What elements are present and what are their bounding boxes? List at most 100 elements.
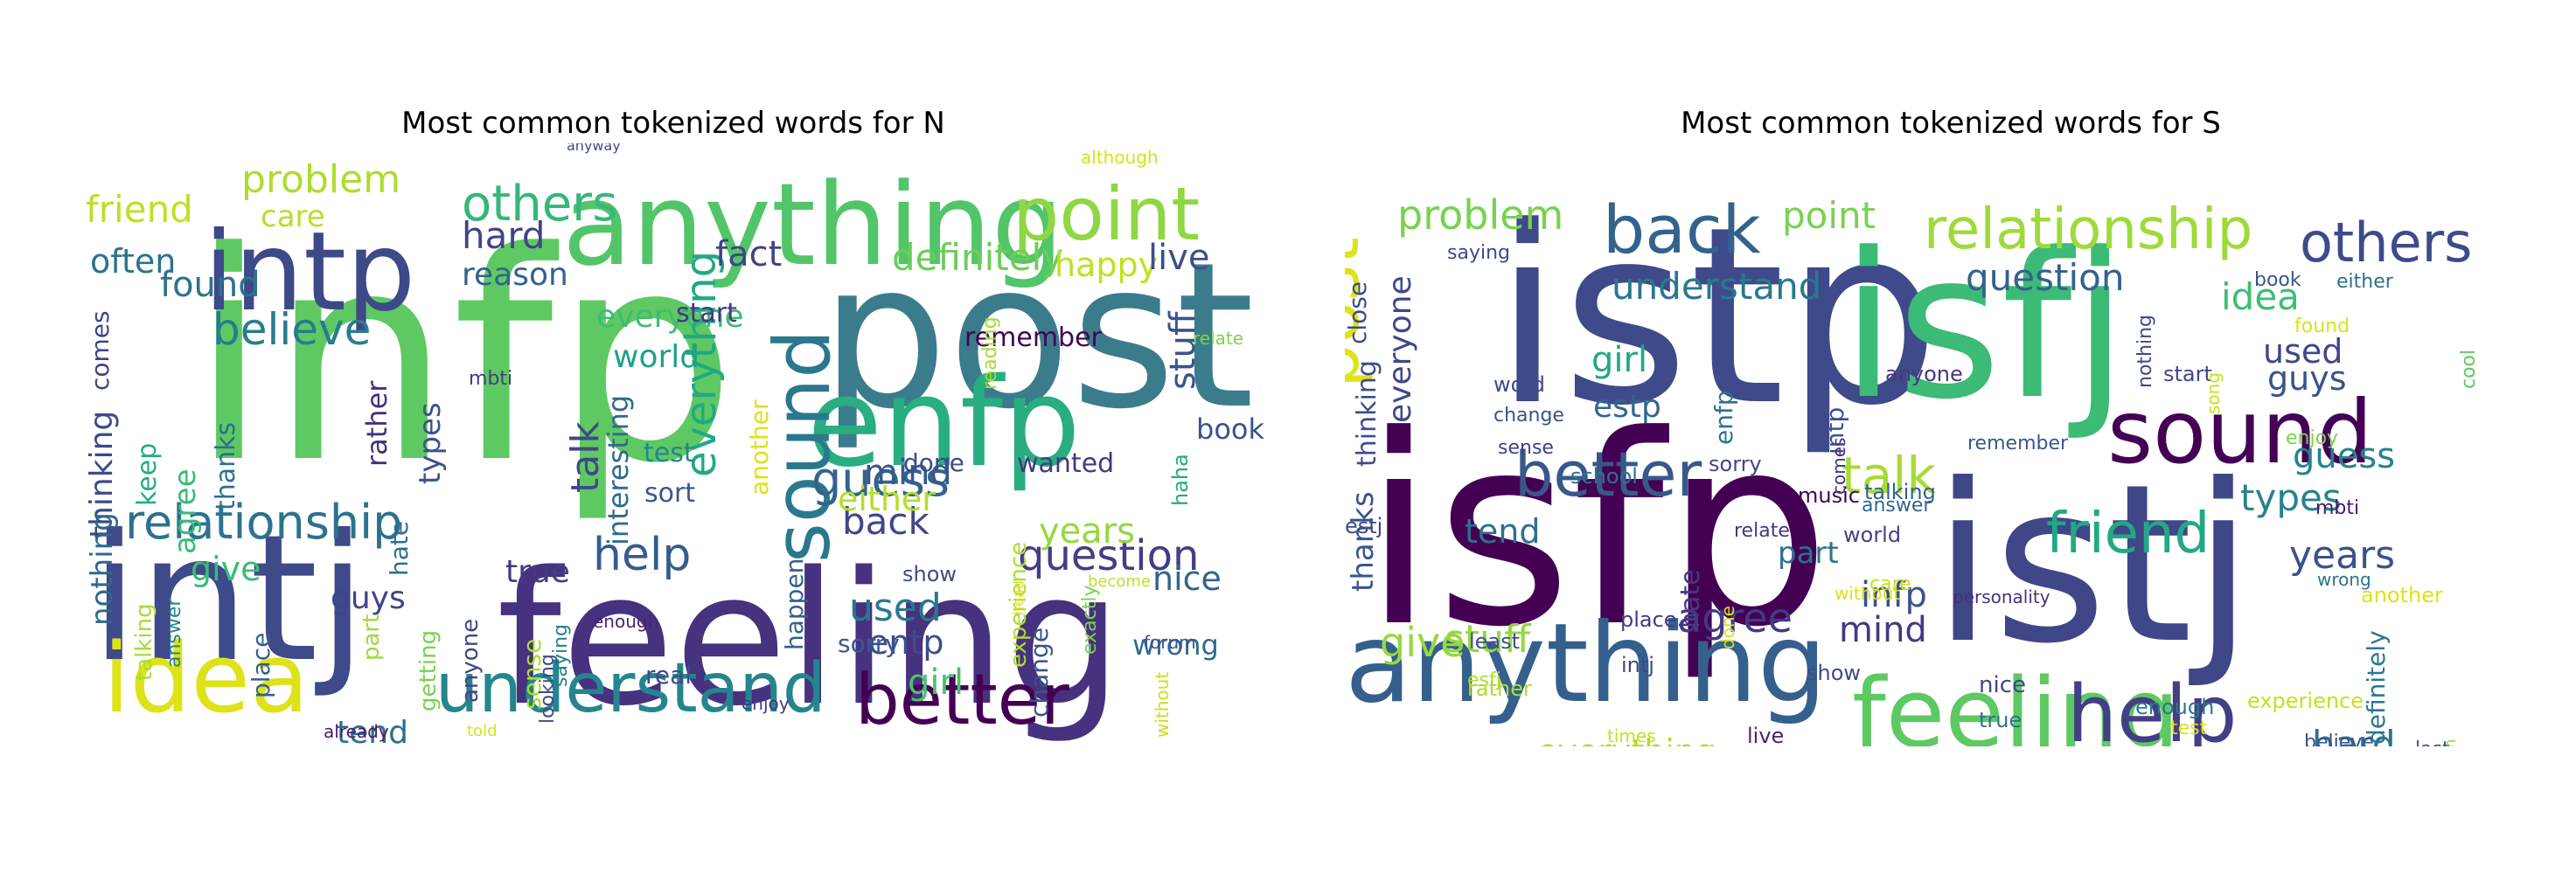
word-definitely: definitely — [892, 236, 1063, 279]
word-reason: reason — [462, 257, 568, 293]
word-world: world — [1843, 523, 1901, 547]
word-change: change — [1493, 405, 1564, 427]
wordcloud-panel-s: Most common tokenized words for S istp is… — [1326, 0, 2576, 874]
word-give: give — [1380, 619, 1466, 666]
word-talking: talking — [1864, 480, 1936, 504]
word-thanks: thanks — [1346, 491, 1381, 592]
word-hate: hate — [385, 521, 414, 576]
word-school: school — [1570, 464, 1638, 489]
word-isfp: isfp — [1362, 379, 1831, 684]
word-mind: mind — [864, 453, 952, 493]
word-haha: haha — [1168, 454, 1193, 506]
word-types: types — [2240, 476, 2342, 519]
word-sorry: sorry — [838, 629, 900, 658]
word-esfj: esfj — [1467, 669, 1501, 691]
word-agree: agree — [168, 469, 203, 554]
word-estj: estj — [1345, 514, 1382, 538]
word-reason: reason — [1883, 736, 1983, 746]
word-live: live — [1148, 238, 1210, 278]
word-interesting: interesting — [602, 395, 635, 545]
word-everything: everything — [1537, 732, 1716, 746]
word-mbti: mbti — [469, 368, 512, 390]
word-song: song — [2203, 372, 2224, 414]
word-already: already — [324, 721, 389, 742]
word-hard: hard — [2312, 723, 2396, 746]
word-girl: girl — [1591, 340, 1647, 380]
word-told: told — [467, 722, 498, 740]
word-relate: relate — [1734, 520, 1790, 542]
word-years: years — [1039, 511, 1135, 551]
word-nice: nice — [1979, 672, 2026, 698]
panel-title: Most common tokenized words for N — [401, 106, 945, 141]
word-least: least — [1469, 629, 1520, 654]
word-book: book — [1196, 413, 1264, 446]
word-happen: happen — [780, 558, 809, 650]
word-idea: idea — [103, 622, 309, 734]
word-idea: idea — [2221, 275, 2300, 318]
word-cool: cool — [2458, 350, 2480, 389]
word-start: start — [676, 298, 737, 329]
word-talk: talk — [1841, 446, 1936, 505]
word-another: another — [745, 399, 774, 496]
word-guys: guys — [331, 580, 406, 616]
word-test: test — [644, 438, 694, 468]
word-better: better — [855, 659, 1069, 740]
word-everyone: everyone — [596, 299, 744, 335]
word-saying: saying — [1447, 242, 1510, 264]
word-infp: infp — [1861, 575, 1927, 615]
word-happy: happy — [1055, 246, 1158, 284]
word-music: music — [1798, 483, 1860, 508]
word-comes: comes — [1828, 438, 1849, 495]
word-intj: intj — [1621, 653, 1654, 677]
word-found: found — [2294, 316, 2350, 337]
word-sorry: sorry — [1709, 452, 1762, 476]
word-exactly: exactly — [1079, 585, 1101, 655]
word-mbti: mbti — [2315, 497, 2359, 519]
word-stuff: stuff — [1445, 617, 1532, 662]
word-show: show — [1807, 661, 1861, 685]
word-close: close — [1345, 281, 1372, 344]
word-intp: intp — [1821, 407, 1849, 454]
word-feeling: feeling — [1852, 657, 2180, 746]
word-agree: agree — [1677, 594, 1793, 642]
word-become: become — [1088, 572, 1151, 591]
wordcloud-svg: infp post feeling intj anything intp enfpsound… — [86, 143, 1264, 746]
word-part: part — [359, 614, 385, 661]
word-hate: hate — [1675, 569, 1706, 628]
word-point: point — [1013, 171, 1200, 257]
word-sort: sort — [644, 478, 695, 509]
word-start: start — [2163, 362, 2212, 386]
word-everyone: everyone — [1382, 275, 1418, 423]
word-function: function — [2441, 739, 2460, 746]
word-guess: guess — [811, 452, 950, 507]
word-entp: entp — [868, 623, 943, 662]
word-help: help — [2067, 669, 2238, 746]
wordcloud-canvas: istp isfj isfp istj anything sound feeling help… — [1345, 143, 2534, 746]
wordcloud-canvas: infp post feeling intj anything intp enfp sound… — [86, 143, 1275, 746]
word-enough: enough — [593, 611, 658, 632]
word-without: without — [1835, 583, 1900, 604]
word-comes: comes — [86, 310, 115, 391]
word-thinking: thinking — [86, 411, 120, 538]
word-answer: answer — [164, 598, 185, 668]
word-test: test — [2170, 718, 2208, 739]
word-definitely: definitely — [2362, 630, 2391, 745]
word-wrong: wrong — [2317, 569, 2371, 590]
word-fact: fact — [715, 234, 782, 274]
word-done: done — [1717, 606, 1738, 649]
word-anyone: anyone — [1885, 362, 1963, 386]
word-give: give — [191, 550, 261, 588]
word-wrong: wrong — [1132, 628, 1219, 662]
word-without: without — [1152, 672, 1173, 738]
word-true: true — [505, 554, 570, 590]
word-change: change — [1025, 628, 1054, 718]
word-nice: nice — [1152, 559, 1222, 598]
word-estp: estp — [1593, 389, 1661, 425]
word-guys: guys — [2267, 359, 2347, 398]
word-tend: tend — [337, 715, 408, 746]
word-remember: remember — [1967, 433, 2069, 454]
word-problem: problem — [241, 157, 400, 202]
word-last: last — [2415, 739, 2450, 746]
word-wanted: wanted — [1017, 448, 1114, 479]
word-feeling: feeling — [497, 532, 1122, 746]
